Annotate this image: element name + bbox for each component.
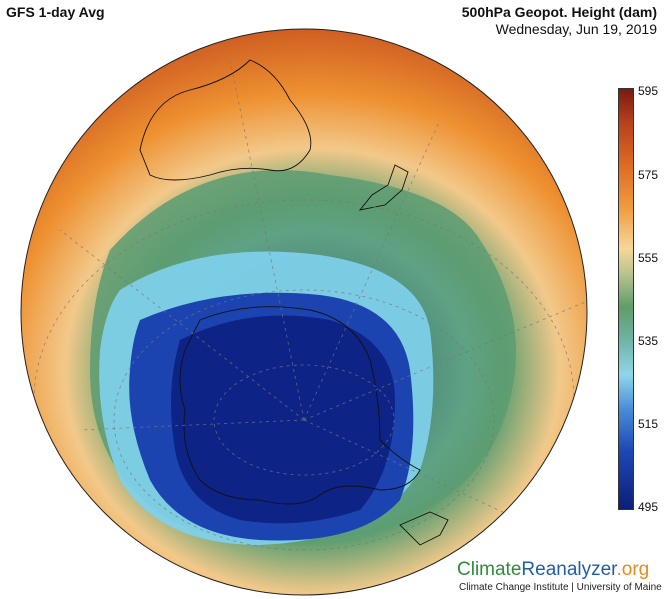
- colorbar-tick: 535: [638, 334, 659, 348]
- model-title: GFS 1-day Avg: [6, 4, 105, 20]
- brand-part: Reanalyzer: [521, 559, 617, 580]
- colorbar-tick: 515: [638, 417, 659, 431]
- date-label: Wednesday, Jun 19, 2019: [495, 21, 657, 37]
- south-america-tip: [399, 511, 449, 546]
- colorbar: [618, 88, 634, 510]
- variable-title: 500hPa Geopot. Height (dam) Wednesday, J…: [462, 4, 657, 38]
- australia: [139, 59, 312, 181]
- colorbar-tick: 595: [638, 84, 659, 98]
- antarctica: [179, 306, 421, 505]
- brand-part: .org: [616, 559, 650, 580]
- institute-label: Climate Change Institute | University of…: [459, 582, 662, 593]
- colorbar-tick: 555: [638, 251, 659, 265]
- colorbar-tick: 495: [638, 500, 659, 514]
- variable-name: 500hPa Geopot. Height (dam): [461, 4, 657, 20]
- low-center: [171, 315, 395, 524]
- brand-part: Climate: [457, 559, 522, 580]
- colorbar-tick: 575: [638, 168, 659, 182]
- brand-logo[interactable]: ClimateReanalyzer.org: [457, 559, 649, 581]
- new-zealand: [358, 164, 409, 211]
